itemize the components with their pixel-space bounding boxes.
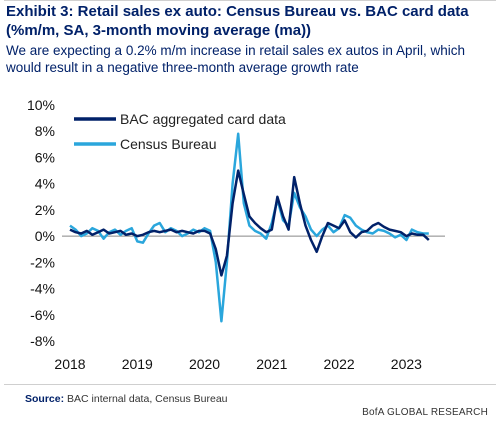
y-tick-label: 6%: [35, 149, 55, 165]
footer-rule: [4, 384, 496, 385]
y-tick-label: -2%: [30, 254, 55, 270]
x-tick-label: 2022: [324, 356, 355, 372]
x-tick-label: 2019: [122, 356, 153, 372]
legend-label-bac: BAC aggregated card data: [120, 111, 286, 127]
source-label: Source:: [25, 393, 65, 405]
exhibit-subtitle: We are expecting a 0.2% m/m increase in …: [6, 43, 465, 75]
x-tick-label: 2018: [54, 356, 85, 372]
line-chart: 10%8%6%4%2%0%-2%-4%-6%-8% 2018 2019 2020 20…: [27, 97, 445, 372]
exhibit-title: Exhibit 3: Retail sales ex auto: Census …: [6, 3, 469, 39]
source-text: BAC internal data, Census Bureau: [67, 393, 228, 405]
x-tick-label: 2023: [391, 356, 422, 372]
source-note: Source: BAC internal data, Census Bureau: [25, 393, 228, 405]
y-tick-label: 0%: [35, 228, 55, 244]
series-layer: [69, 132, 430, 323]
y-tick-label: 4%: [35, 176, 55, 192]
x-axis: 2018 2019 2020 2021 2022 2023: [54, 356, 422, 372]
y-tick-label: -6%: [30, 307, 55, 323]
y-axis: 10% 8% 6% 4% 2% 0% -2% -4% -6% -8%: [27, 97, 55, 349]
legend: BAC aggregated card data Census Bureau: [74, 111, 286, 152]
series-line-census: [69, 132, 429, 323]
y-tick-label: -4%: [30, 281, 55, 297]
y-tick-label: 10%: [27, 97, 55, 113]
y-tick-label: 8%: [35, 123, 55, 139]
brand-label: BofA GLOBAL RESEARCH: [362, 407, 488, 418]
x-tick-label: 2021: [256, 356, 287, 372]
series-line-bac: [69, 169, 430, 277]
y-tick-label: 2%: [35, 202, 55, 218]
top-rule: [4, 0, 496, 1]
x-tick-label: 2020: [189, 356, 220, 372]
legend-label-census: Census Bureau: [120, 136, 217, 152]
y-tick-label: -8%: [30, 333, 55, 349]
